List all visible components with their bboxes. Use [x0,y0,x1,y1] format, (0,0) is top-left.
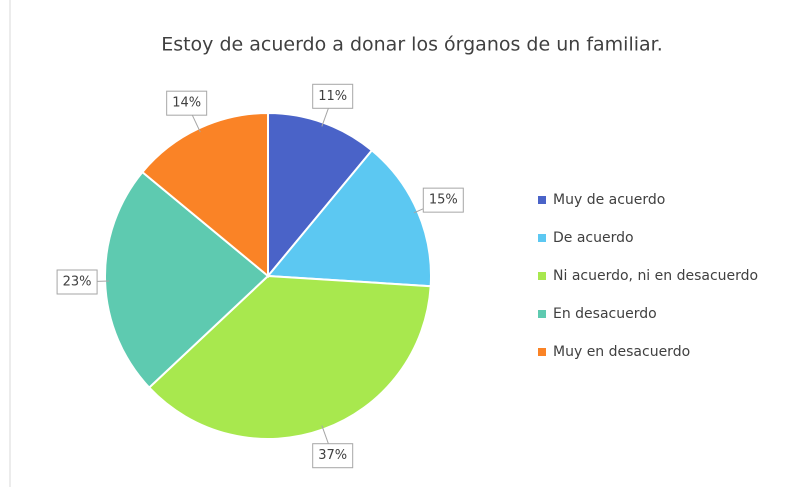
legend-swatch [538,348,546,356]
legend-swatch [538,234,546,242]
legend-label: De acuerdo [553,230,634,246]
chart-title: Estoy de acuerdo a donar los órganos de … [161,34,663,56]
data-label: 14% [172,96,201,111]
data-label-box [312,443,354,469]
legend-swatch [538,310,546,318]
data-label: 37% [318,448,347,463]
legend-swatch [538,196,546,204]
data-label-box [56,269,98,295]
data-label-box [312,83,354,109]
legend-swatch [538,272,546,280]
data-label-box [166,90,208,116]
data-label-box [422,187,464,213]
legend-label: En desacuerdo [553,306,657,322]
data-label: 15% [429,193,458,208]
legend-label: Ni acuerdo, ni en desacuerdo [553,268,758,284]
legend-label: Muy de acuerdo [553,192,665,208]
data-label: 11% [318,89,347,104]
legend-label: Muy en desacuerdo [553,344,690,360]
data-label: 23% [63,274,92,289]
